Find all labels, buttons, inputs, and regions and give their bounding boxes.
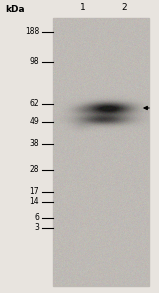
Text: 188: 188 (25, 28, 39, 37)
Text: 3: 3 (34, 224, 39, 233)
Text: 38: 38 (29, 139, 39, 149)
Text: 98: 98 (29, 57, 39, 67)
Text: 6: 6 (34, 214, 39, 222)
Text: 17: 17 (29, 188, 39, 197)
Text: 14: 14 (29, 197, 39, 207)
Text: 28: 28 (30, 166, 39, 175)
Text: 62: 62 (29, 100, 39, 108)
Text: 49: 49 (29, 117, 39, 127)
Bar (53, 18, 149, 286)
Text: 1: 1 (80, 4, 86, 13)
Text: kDa: kDa (5, 6, 25, 14)
Text: 2: 2 (121, 4, 127, 13)
